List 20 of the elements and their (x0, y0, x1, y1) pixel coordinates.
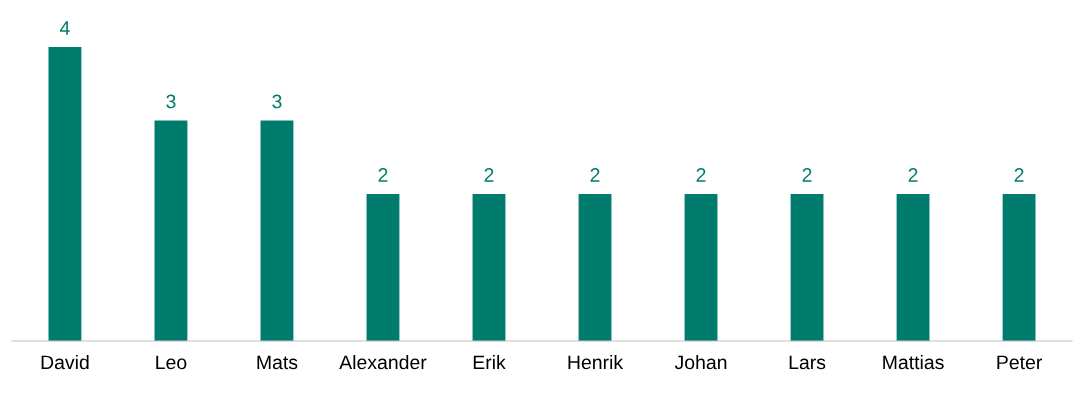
data-label: 3 (166, 94, 176, 109)
x-tick-label: David (41, 354, 89, 370)
data-label: 2 (484, 168, 494, 182)
data-label: 2 (1014, 168, 1024, 182)
data-label: 3 (272, 94, 282, 109)
x-tick-label: Alexander (339, 354, 427, 370)
x-tick-label: Erik (473, 354, 506, 370)
x-tick-label: Peter (997, 355, 1042, 370)
x-tick-label: Mats (257, 355, 298, 370)
data-label: 2 (908, 168, 918, 182)
x-tick-label: Leo (156, 355, 187, 370)
x-tick-label: Lars (789, 355, 826, 370)
x-tick-label: Mattias (883, 354, 944, 370)
x-tick-label: Johan (674, 354, 727, 370)
data-label: 2 (802, 168, 812, 182)
x-tick-label: Henrik (568, 354, 624, 370)
data-label: 2 (696, 168, 706, 182)
data-label: 2 (590, 168, 600, 182)
data-label: 4 (59, 21, 70, 35)
data-label: 2 (378, 168, 388, 182)
